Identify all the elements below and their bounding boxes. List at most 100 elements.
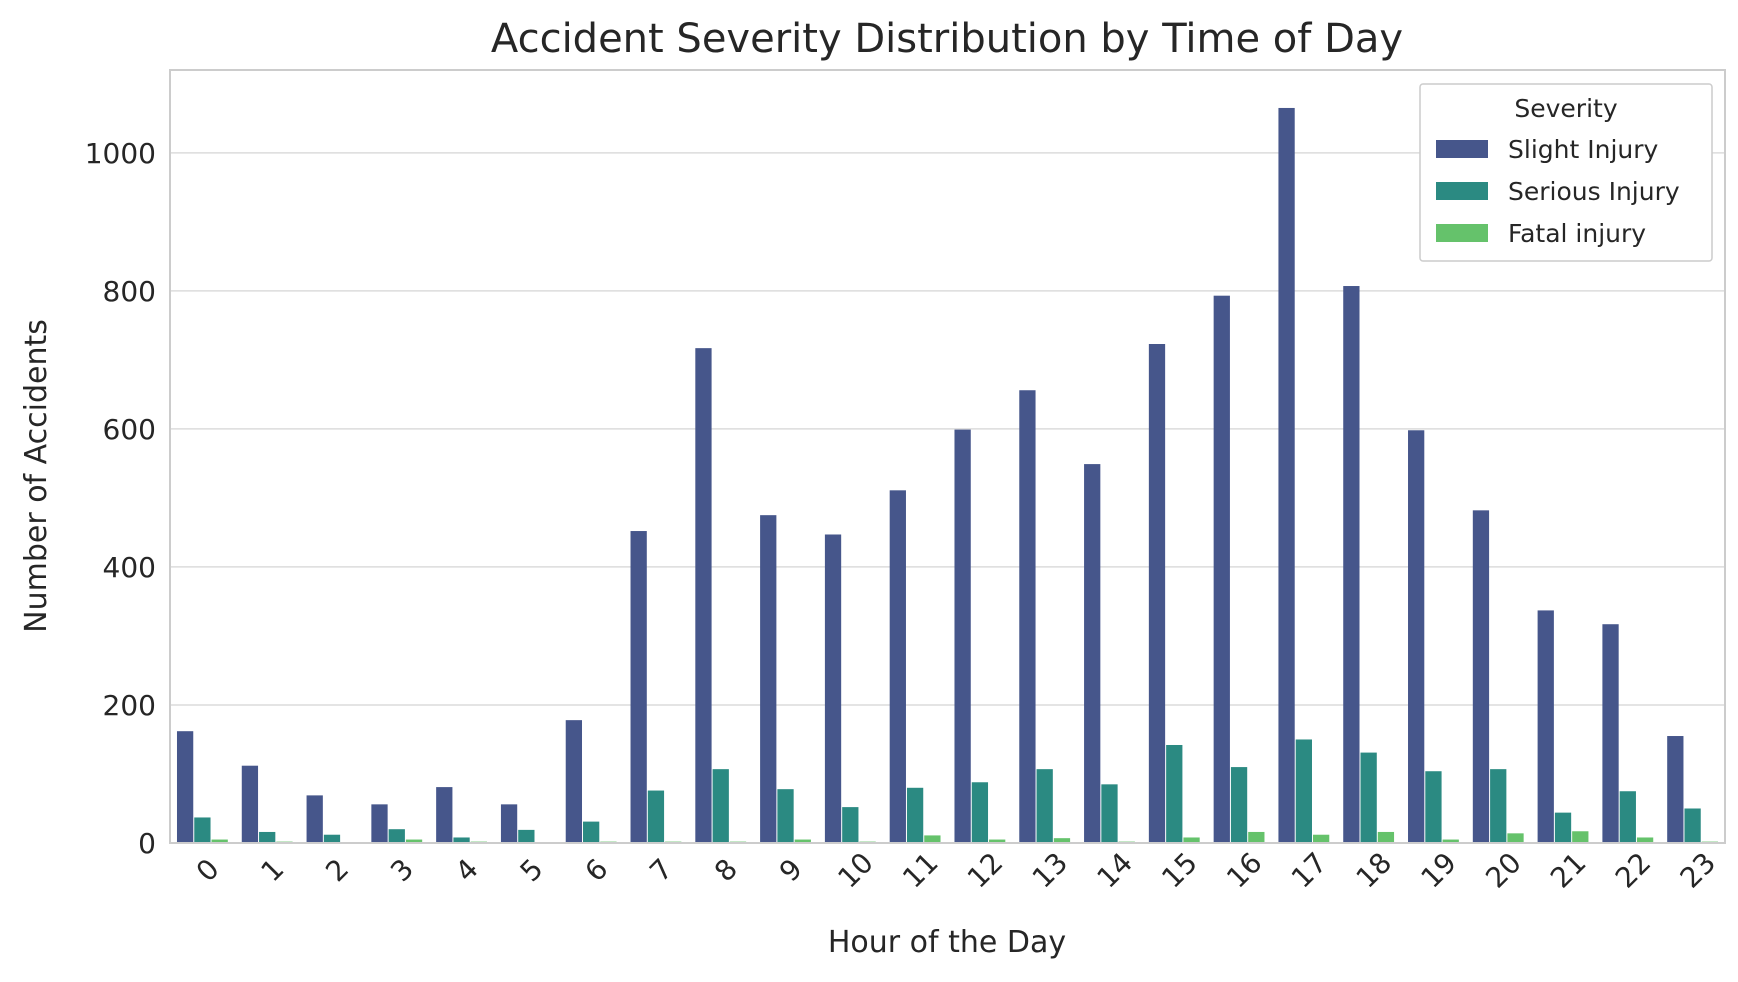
x-axis-label: Hour of the Day (828, 925, 1066, 960)
bar-slight-injury-hour-12 (954, 429, 971, 843)
bar-serious-injury-hour-21 (1554, 812, 1572, 843)
x-tick-label: 18 (1350, 846, 1399, 895)
legend-swatch (1436, 140, 1488, 158)
y-axis-ticks: 0 200 400 600 800 1000 (85, 137, 156, 860)
legend-title: Severity (1514, 94, 1617, 123)
legend-label: Fatal injury (1508, 219, 1646, 248)
y-axis-label: Number of Accidents (19, 319, 54, 633)
x-tick-label: 23 (1674, 846, 1723, 895)
bar-slight-injury-hour-10 (824, 534, 842, 843)
bar-slight-injury-hour-0 (176, 731, 194, 843)
chart-title: Accident Severity Distribution by Time o… (491, 16, 1403, 62)
bar-fatal-injury-hour-20 (1507, 833, 1524, 843)
x-tick-label: 22 (1609, 846, 1658, 895)
bar-slight-injury-hour-21 (1537, 610, 1554, 843)
bar-serious-injury-hour-5 (518, 829, 535, 843)
bars (176, 107, 1719, 844)
x-tick-label: 4 (449, 852, 485, 888)
bar-slight-injury-hour-15 (1148, 344, 1166, 843)
bar-serious-injury-hour-6 (583, 821, 600, 843)
x-tick-label: 8 (708, 852, 744, 888)
x-tick-label: 16 (1220, 846, 1269, 895)
bar-slight-injury-hour-14 (1084, 464, 1101, 843)
bar-serious-injury-hour-14 (1101, 784, 1118, 843)
x-tick-label: 20 (1479, 846, 1528, 895)
x-tick-label: 2 (319, 852, 355, 888)
plot-frame (169, 69, 1726, 844)
bar-slight-injury-hour-7 (630, 531, 647, 843)
bar-serious-injury-hour-2 (323, 834, 341, 843)
bar-serious-injury-hour-1 (259, 831, 276, 843)
bar-serious-injury-hour-18 (1360, 752, 1377, 843)
bar-fatal-injury-hour-12 (989, 839, 1006, 843)
x-tick-label: 9 (773, 852, 809, 888)
bar-serious-injury-hour-11 (906, 787, 924, 843)
bar-slight-injury-hour-18 (1343, 286, 1360, 843)
bar-slight-injury-hour-23 (1667, 736, 1684, 843)
bar-serious-injury-hour-12 (971, 782, 989, 843)
y-tick-label: 600 (103, 413, 156, 446)
x-tick-label: 10 (831, 846, 880, 895)
legend-items: Slight Injury Serious Injury Fatal injury (1436, 135, 1680, 248)
bar-slight-injury-hour-17 (1278, 107, 1295, 843)
bar-fatal-injury-hour-16 (1248, 831, 1265, 843)
legend-label: Slight Injury (1508, 135, 1659, 164)
bar-serious-injury-hour-16 (1230, 767, 1248, 843)
bar-fatal-injury-hour-22 (1636, 837, 1654, 843)
bar-serious-injury-hour-0 (194, 817, 211, 843)
bar-serious-injury-hour-15 (1166, 744, 1183, 843)
x-tick-label: 21 (1544, 846, 1593, 895)
x-tick-label: 11 (896, 846, 945, 895)
bar-serious-injury-hour-8 (712, 769, 729, 843)
bar-fatal-injury-hour-13 (1053, 838, 1071, 843)
bar-fatal-injury-hour-17 (1312, 834, 1330, 843)
y-tick-label: 800 (103, 275, 156, 308)
bar-serious-injury-hour-7 (647, 790, 665, 843)
legend-box (1419, 83, 1713, 262)
bar-slight-injury-hour-6 (565, 720, 583, 843)
bar-slight-injury-hour-8 (695, 348, 712, 843)
x-tick-label: 19 (1414, 846, 1463, 895)
y-tick-label: 1000 (85, 137, 156, 170)
x-tick-label: 3 (384, 852, 420, 888)
bar-slight-injury-hour-20 (1472, 510, 1490, 843)
y-tick-label: 400 (103, 551, 156, 584)
legend: Severity Slight Injury Serious Injury Fata… (1419, 83, 1713, 262)
x-tick-label: 1 (254, 852, 290, 888)
legend-swatch (1436, 182, 1488, 200)
bar-slight-injury-hour-16 (1213, 295, 1230, 844)
x-tick-label: 14 (1090, 846, 1139, 895)
legend-swatch (1436, 224, 1488, 242)
x-tick-label: 0 (190, 852, 226, 888)
bar-fatal-injury-hour-0 (211, 839, 228, 843)
bar-slight-injury-hour-5 (500, 804, 518, 843)
bar-slight-injury-hour-13 (1019, 390, 1036, 843)
bar-serious-injury-hour-22 (1619, 791, 1636, 843)
x-tick-label: 7 (643, 852, 679, 888)
bar-slight-injury-hour-1 (241, 765, 259, 843)
bar-serious-injury-hour-23 (1684, 808, 1701, 843)
y-tick-label: 200 (103, 689, 156, 722)
y-tick-label: 0 (138, 827, 156, 860)
legend-label: Serious Injury (1508, 177, 1680, 206)
bar-slight-injury-hour-22 (1602, 624, 1619, 843)
bar-slight-injury-hour-9 (760, 515, 777, 843)
bar-serious-injury-hour-13 (1036, 769, 1053, 843)
bar-serious-injury-hour-17 (1295, 739, 1312, 843)
x-tick-label: 13 (1026, 846, 1075, 895)
bar-fatal-injury-hour-3 (405, 839, 423, 843)
bar-serious-injury-hour-4 (453, 837, 470, 843)
bar-slight-injury-hour-19 (1408, 430, 1425, 843)
bar-fatal-injury-hour-18 (1377, 831, 1395, 843)
x-tick-label: 15 (1155, 846, 1204, 895)
x-tick-label: 17 (1285, 846, 1334, 895)
bar-serious-injury-hour-9 (777, 789, 794, 843)
bar-serious-injury-hour-20 (1490, 769, 1507, 843)
bar-slight-injury-hour-4 (436, 787, 453, 843)
x-axis-ticks: 0 1 2 3 4 5 6 7 8 9 10 11 12 13 14 15 16 17 18 19 20 21 22 23 (190, 846, 1722, 895)
bar-serious-injury-hour-19 (1425, 771, 1442, 843)
bar-fatal-injury-hour-9 (794, 839, 811, 843)
bar-fatal-injury-hour-11 (924, 835, 941, 843)
